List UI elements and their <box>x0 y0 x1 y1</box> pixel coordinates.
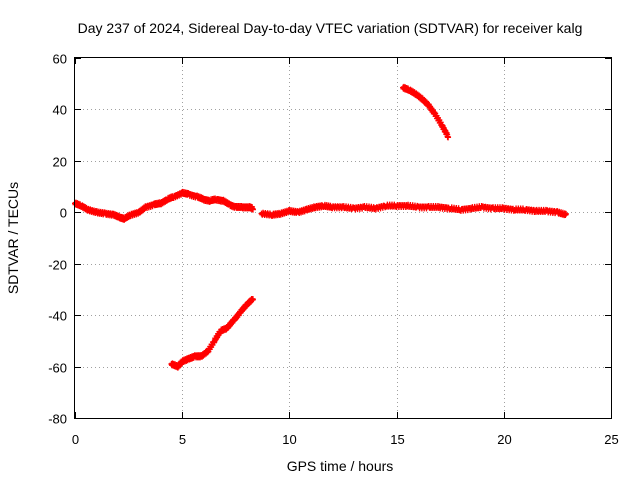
data-point <box>562 210 569 217</box>
grid <box>75 58 611 418</box>
y-tick-label: 20 <box>53 155 67 170</box>
series-markers <box>400 83 452 141</box>
x-tick-label: 15 <box>390 432 404 447</box>
y-tick-label: -20 <box>48 258 67 273</box>
data-points <box>72 83 569 371</box>
y-tick-label: 40 <box>53 103 67 118</box>
series-markers <box>72 188 256 223</box>
series-markers <box>258 201 569 219</box>
y-tick-label: -80 <box>48 412 67 427</box>
y-axis-label: SDTVAR / TECUs <box>5 182 21 294</box>
x-tick-label: 10 <box>282 432 296 447</box>
series-markers <box>168 295 256 371</box>
y-tick-labels: -80 -60 -40 -20 0 20 40 60 <box>48 52 67 427</box>
x-tick-labels: 0 5 10 15 20 25 <box>72 432 619 447</box>
chart-title: Day 237 of 2024, Sidereal Day-to-day VTE… <box>78 20 583 36</box>
x-tick-label: 5 <box>179 432 186 447</box>
data-point <box>249 206 256 213</box>
y-tick-label: -60 <box>48 361 67 376</box>
x-tick-label: 20 <box>497 432 511 447</box>
y-tick-label: 0 <box>60 206 67 221</box>
y-tick-label: -40 <box>48 309 67 324</box>
x-axis-label: GPS time / hours <box>287 458 394 474</box>
data-point <box>445 134 452 141</box>
y-tick-label: 60 <box>53 52 67 67</box>
plot-frame <box>74 57 612 419</box>
x-tick-label: 25 <box>604 432 618 447</box>
axis-ticks <box>75 58 612 419</box>
x-tick-label: 0 <box>72 432 79 447</box>
data-point <box>249 296 256 303</box>
